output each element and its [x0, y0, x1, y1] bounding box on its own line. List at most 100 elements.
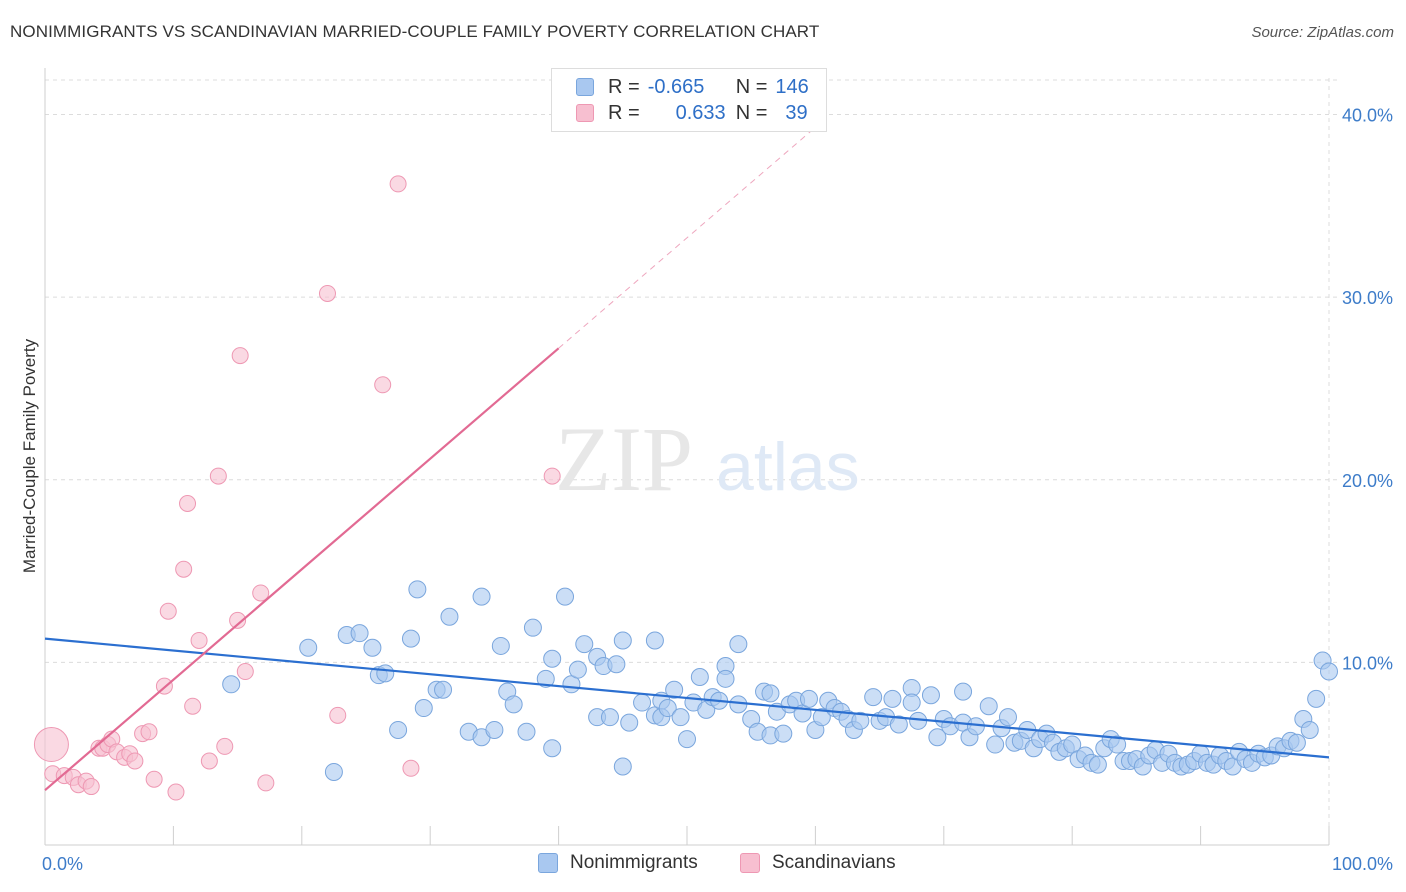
series-legend: Nonimmigrants Scandinavians — [0, 852, 1406, 878]
nonimmigrants-point — [607, 655, 626, 674]
nonimmigrants-point — [523, 618, 542, 637]
nonimmigrants-point — [979, 697, 998, 716]
nonimmigrants-point — [928, 728, 947, 747]
scandinavians-point — [252, 584, 270, 602]
legend-r-value: -0.665 — [647, 75, 705, 98]
x-tick-labels: 0.0% 100.0% — [42, 854, 1393, 874]
scandinavians-point — [231, 347, 249, 365]
nonimmigrants-point — [376, 664, 395, 683]
nonimmigrants-point — [568, 660, 587, 679]
y-tick-label: 20.0% — [1342, 471, 1393, 491]
nonimmigrants-point — [504, 695, 523, 714]
nonimmigrants-point — [363, 638, 382, 657]
nonimmigrants-point — [543, 649, 562, 668]
series-swatch-pink — [740, 853, 760, 873]
scandinavians-point — [257, 774, 275, 792]
scandinavians-trend-extension — [558, 126, 816, 349]
nonimmigrants-point — [678, 730, 696, 749]
nonimmigrants-point — [658, 699, 677, 718]
legend-r-label: R = — [608, 75, 640, 98]
nonimmigrants-point — [774, 724, 793, 743]
y-tick-label: 10.0% — [1342, 653, 1393, 673]
legend-n-label: N = — [735, 101, 768, 124]
nonimmigrants-point — [921, 686, 940, 705]
nonimmigrants-point — [491, 636, 510, 655]
nonimmigrants-point — [645, 631, 664, 650]
chart-title: NONIMMIGRANTS VS SCANDINAVIAN MARRIED-CO… — [10, 22, 820, 41]
scandinavians-point — [184, 697, 202, 715]
nonimmigrants-point — [1320, 662, 1338, 681]
scandinavians-point — [216, 737, 234, 755]
scandinavians-point — [140, 723, 158, 741]
nonimmigrants-point — [954, 682, 973, 701]
nonimmigrants-point — [620, 713, 639, 732]
nonimmigrants-point — [812, 708, 831, 727]
scandinavians-point — [389, 175, 407, 193]
nonimmigrants-point — [1108, 735, 1127, 754]
y-tick-labels: 10.0% 20.0% 30.0% 40.0% — [1342, 106, 1393, 674]
legend-n-value: 146 — [775, 75, 809, 98]
scandinavians-point — [329, 706, 347, 724]
scandinavians-point — [229, 611, 247, 629]
scandinavians-trend-line — [44, 347, 560, 792]
x-tick-label: 100.0% — [1332, 854, 1393, 874]
nonimmigrants-point — [690, 667, 709, 686]
scandinavians-point — [167, 783, 185, 801]
legend-row-scandinavians: R = 0.633 N = 39 — [576, 100, 808, 126]
series-label-nonimmigrants: Nonimmigrants — [570, 852, 698, 873]
nonimmigrants-point — [600, 708, 619, 727]
nonimmigrants-point — [889, 715, 908, 734]
nonimmigrants-point — [729, 635, 748, 654]
nonimmigrants-point — [716, 669, 735, 688]
scandinavians-point — [318, 284, 336, 302]
y-axis-label: Married-Couple Family Poverty — [20, 338, 39, 573]
nonimmigrants-point — [401, 629, 420, 648]
watermark-zip: ZIP — [555, 408, 693, 510]
nonimmigrants-point — [575, 635, 594, 654]
scandinavians-point — [543, 467, 561, 485]
nonimmigrants-point — [299, 638, 318, 657]
nonimmigrants-point — [986, 735, 1005, 754]
series-legend-scandinavians: Scandinavians — [740, 852, 896, 874]
series-legend-nonimmigrants: Nonimmigrants — [538, 852, 698, 874]
series-swatch-blue — [538, 853, 558, 873]
nonimmigrants-point — [222, 675, 241, 694]
nonimmigrants-point — [408, 580, 427, 599]
nonimmigrants-point — [517, 722, 536, 741]
nonimmigrants-point — [1088, 755, 1107, 774]
scandinavians-point — [190, 631, 208, 649]
scandinavians-points — [33, 175, 561, 801]
correlation-legend: R = -0.665 N = 146 R = 0.633 N = 39 — [551, 68, 827, 132]
nonimmigrants-point — [485, 720, 504, 739]
legend-n-value: 39 — [785, 101, 808, 124]
trend-lines — [44, 126, 1330, 792]
y-tick-label: 40.0% — [1342, 106, 1393, 126]
nonimmigrants-point — [440, 607, 459, 626]
nonimmigrants-point — [864, 688, 883, 707]
scandinavians-point — [209, 467, 227, 485]
nonimmigrants-point — [543, 739, 562, 758]
nonimmigrants-point — [434, 680, 453, 699]
scandinavians-point — [159, 602, 177, 620]
scandinavians-point — [145, 770, 163, 788]
nonimmigrants-point — [665, 680, 684, 699]
nonimmigrants-point — [613, 757, 632, 776]
y-tick-label: 30.0% — [1342, 288, 1393, 308]
nonimmigrants-point — [556, 587, 575, 606]
scandinavians-point — [402, 759, 420, 777]
scandinavians-point — [175, 560, 193, 578]
nonimmigrants-point — [671, 708, 690, 727]
nonimmigrants-point — [799, 689, 818, 708]
legend-row-nonimmigrants: R = -0.665 N = 146 — [576, 74, 809, 100]
scandinavians-point — [236, 663, 254, 681]
nonimmigrants-point — [414, 699, 433, 718]
legend-n-label: N = — [735, 75, 768, 98]
watermark-atlas: atlas — [716, 429, 860, 505]
x-tick-label: 0.0% — [42, 854, 83, 874]
legend-swatch-blue — [576, 78, 594, 96]
nonimmigrants-point — [1287, 733, 1306, 752]
legend-r-label: R = — [608, 101, 640, 124]
nonimmigrants-point — [1300, 720, 1319, 739]
nonimmigrants-point — [1307, 689, 1326, 708]
scandinavians-point — [82, 778, 100, 796]
